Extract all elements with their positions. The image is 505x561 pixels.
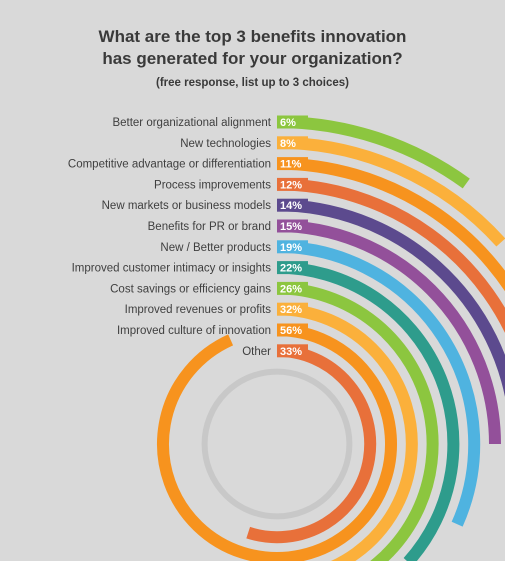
value-label: 8% bbox=[280, 138, 296, 150]
chart-title: What are the top 3 benefits innovation h… bbox=[0, 26, 505, 70]
arc-bar bbox=[276, 157, 505, 292]
value-tag bbox=[277, 302, 308, 316]
arc-bar bbox=[276, 199, 505, 398]
value-label: 33% bbox=[280, 346, 302, 358]
category-label: Improved revenues or profits bbox=[125, 304, 272, 316]
arc-bar bbox=[276, 136, 505, 247]
arc-bar bbox=[276, 178, 505, 334]
value-label: 22% bbox=[280, 263, 302, 275]
category-label: New markets or business models bbox=[102, 200, 272, 212]
value-tag bbox=[277, 157, 308, 171]
arc-bar bbox=[276, 220, 501, 445]
arc-bar bbox=[276, 261, 460, 561]
value-tag bbox=[277, 115, 308, 129]
category-label: New / Better products bbox=[160, 242, 271, 254]
arc-bar bbox=[276, 240, 481, 527]
value-tag bbox=[277, 219, 308, 233]
inner-track-ring bbox=[201, 368, 353, 520]
value-tag bbox=[277, 240, 308, 254]
category-label: Better organizational alignment bbox=[112, 117, 271, 129]
category-label: Improved culture of innovation bbox=[117, 325, 271, 337]
value-label: 15% bbox=[280, 221, 302, 233]
category-label: Cost savings or efficiency gains bbox=[110, 283, 271, 295]
value-label: 14% bbox=[280, 200, 302, 212]
value-label: 19% bbox=[280, 242, 302, 254]
value-label: 32% bbox=[280, 304, 302, 316]
title-line-2: has generated for your organization? bbox=[102, 49, 403, 68]
category-label-layer: Better organizational alignment New techn… bbox=[68, 117, 272, 358]
category-label: Competitive advantage or differentiation bbox=[68, 159, 271, 171]
category-label: Improved customer intimacy or insights bbox=[72, 263, 272, 275]
value-tag bbox=[277, 323, 308, 337]
arc-bar bbox=[157, 324, 397, 561]
value-tag bbox=[277, 136, 308, 150]
title-line-1: What are the top 3 benefits innovation bbox=[98, 27, 407, 46]
value-label: 12% bbox=[280, 179, 302, 191]
value-tag-layer: 6% 8% 11% 12% 14% 15% 19% 22% 26% 32% 56% 33% bbox=[277, 115, 308, 358]
value-tag bbox=[277, 281, 308, 295]
arc-bar bbox=[276, 303, 418, 561]
value-label: 11% bbox=[280, 159, 302, 171]
value-label: 6% bbox=[280, 117, 296, 129]
value-label: 56% bbox=[280, 325, 302, 337]
category-label: Other bbox=[242, 346, 271, 358]
arc-bar bbox=[276, 282, 439, 561]
value-tag bbox=[277, 261, 308, 275]
category-label: Benefits for PR or brand bbox=[148, 221, 271, 233]
chart-subtitle: (free response, list up to 3 choices) bbox=[156, 77, 349, 89]
arc-layer bbox=[157, 116, 505, 561]
value-label: 26% bbox=[280, 283, 302, 295]
arc-bar bbox=[246, 344, 377, 544]
value-tag bbox=[277, 177, 308, 191]
value-tag bbox=[277, 344, 308, 358]
category-label: Process improvements bbox=[154, 179, 271, 191]
category-label: New technologies bbox=[180, 138, 271, 150]
value-tag bbox=[277, 198, 308, 212]
